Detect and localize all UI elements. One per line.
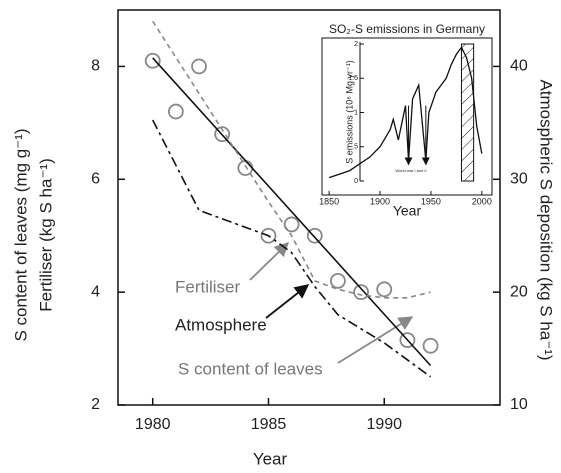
- y-axis-label: S content of leaves (mg g⁻¹): [11, 128, 30, 341]
- data-point: [260, 227, 277, 244]
- inset-x-tick-label: 1950: [421, 196, 441, 206]
- data-point: [283, 216, 300, 233]
- data-point: [144, 52, 161, 69]
- y-axis-label: Fertiliser (kg S ha⁻¹): [36, 158, 55, 312]
- data-point: [191, 58, 207, 75]
- legend-label: Fertiliser: [175, 277, 241, 296]
- y2-tick-label: 20: [510, 283, 528, 300]
- annotation-arrow: [337, 316, 414, 364]
- legend-label: Atmosphere: [175, 315, 267, 334]
- plot-frame: [117, 9, 501, 406]
- x-tick-label: 1985: [251, 416, 287, 433]
- y2-tick-label: 10: [510, 396, 528, 413]
- inset-x-label: Year: [393, 203, 422, 219]
- line-series: [152, 119, 432, 378]
- annotation-arrow: [265, 284, 310, 319]
- x-tick-label: 1990: [366, 416, 402, 433]
- legend-label: S content of leaves: [178, 359, 323, 378]
- inset-x-tick-label: 1850: [319, 196, 339, 206]
- inset-y-tick-label: 1.5: [348, 75, 358, 82]
- inset-y-label: S emissions (10⁶ Mg yr⁻¹): [344, 60, 354, 163]
- data-point: [422, 337, 439, 354]
- data-point: [214, 126, 231, 143]
- inset-x-tick-label: 1900: [370, 196, 390, 206]
- inset-y-tick-label: 0: [354, 178, 358, 185]
- inset-y-tick-label: 2: [354, 41, 358, 48]
- x-tick-label: 1980: [135, 416, 171, 433]
- data-point: [306, 227, 323, 244]
- y-tick-label: 8: [91, 58, 100, 75]
- x-axis-label: Year: [253, 449, 288, 468]
- inset-y-tick-label: .5: [352, 144, 358, 151]
- line-series: [152, 57, 432, 367]
- data-point: [330, 272, 346, 289]
- hatched-region: [460, 43, 475, 182]
- line-series: [152, 20, 431, 299]
- annotations: Fertiliser Atmosphere S content of leave…: [175, 241, 414, 378]
- data-point: [353, 284, 369, 301]
- y2-axis-label: Atmospheric S deposition (kg S ha⁻¹): [537, 79, 556, 360]
- data-point: [399, 332, 416, 349]
- y2-tick-label: 40: [510, 58, 528, 75]
- y-tick-label: 6: [91, 171, 100, 188]
- inset-annotation: World war I and II: [395, 168, 426, 173]
- y2-tick-label: 30: [510, 171, 528, 188]
- inset-x-tick-label: 2000: [472, 196, 492, 206]
- data-point: [376, 281, 393, 298]
- inset-title: SO₂-S emissions in Germany: [329, 22, 485, 36]
- data-point: [167, 103, 184, 120]
- annotation-arrow: [249, 241, 290, 281]
- y-tick-label: 4: [91, 283, 100, 300]
- inset-y-tick-label: 1: [354, 109, 358, 116]
- y-tick-label: 2: [91, 396, 100, 413]
